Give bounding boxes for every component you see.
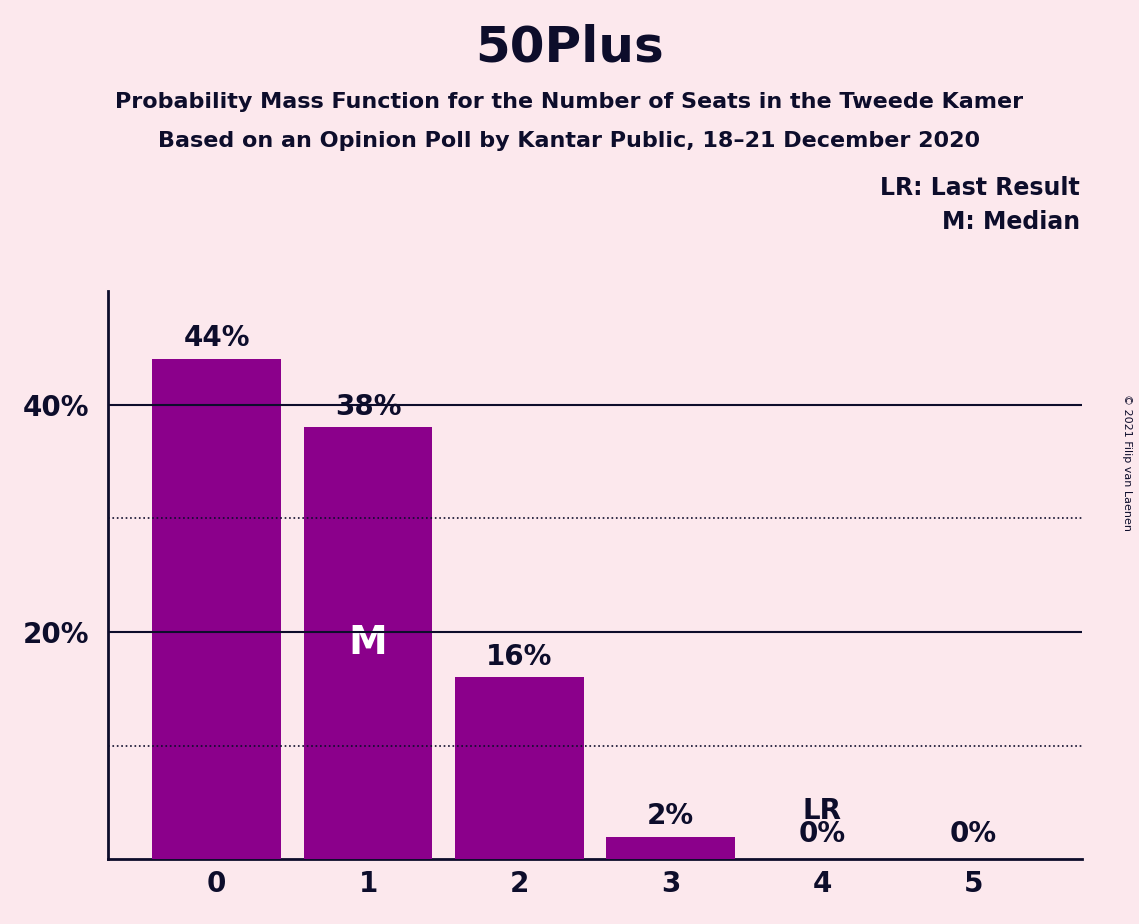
Text: 44%: 44%	[183, 324, 251, 352]
Text: M: M	[349, 625, 387, 663]
Bar	[153, 359, 281, 859]
Text: LR: Last Result: LR: Last Result	[880, 176, 1080, 200]
Text: Based on an Opinion Poll by Kantar Public, 18–21 December 2020: Based on an Opinion Poll by Kantar Publi…	[158, 131, 981, 152]
Text: 0%: 0%	[950, 820, 997, 848]
Text: © 2021 Filip van Laenen: © 2021 Filip van Laenen	[1122, 394, 1132, 530]
Bar	[456, 677, 584, 859]
Text: 16%: 16%	[486, 643, 552, 671]
Text: 0%: 0%	[798, 820, 845, 848]
Text: LR: LR	[803, 797, 842, 825]
Text: 38%: 38%	[335, 393, 401, 420]
Bar	[606, 836, 735, 859]
Text: M: Median: M: Median	[942, 210, 1080, 234]
Bar	[304, 428, 433, 859]
Text: 50Plus: 50Plus	[475, 23, 664, 71]
Text: 2%: 2%	[647, 802, 695, 830]
Text: Probability Mass Function for the Number of Seats in the Tweede Kamer: Probability Mass Function for the Number…	[115, 92, 1024, 113]
